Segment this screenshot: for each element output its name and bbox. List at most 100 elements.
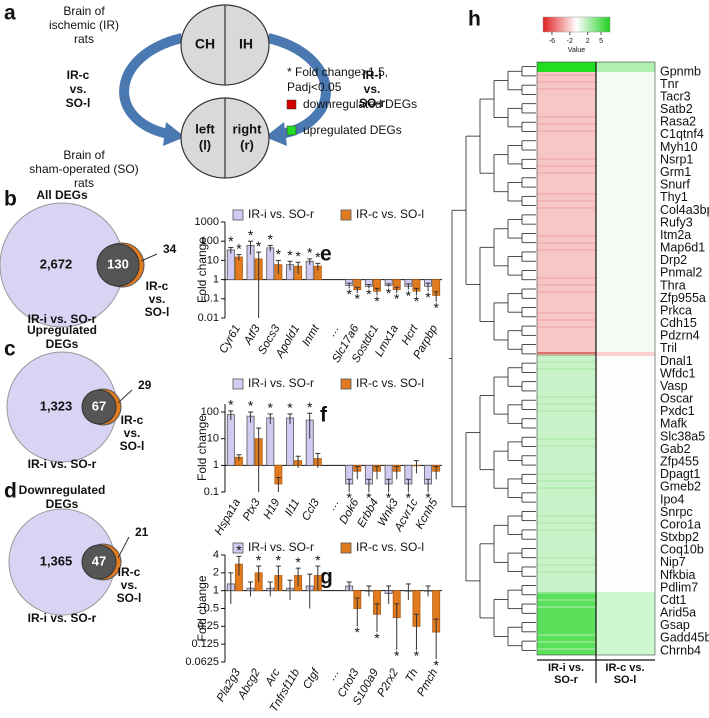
panel-letter: c xyxy=(4,338,16,361)
legend-swatch xyxy=(340,542,352,554)
comparison-label: SO-r xyxy=(359,96,385,110)
x-tick-label: Inmt xyxy=(300,322,322,348)
venn-count: 2,672 xyxy=(40,256,73,271)
heatmap-row xyxy=(537,606,596,608)
gene-label: Slc38a5 xyxy=(660,429,705,443)
heatmap-row xyxy=(537,473,596,475)
bar xyxy=(226,414,235,466)
gene-label: Pdzrn4 xyxy=(660,329,700,343)
heatmap-row xyxy=(537,410,596,412)
gene-label: Vasp xyxy=(660,379,688,393)
gene-label: Wfdc1 xyxy=(660,366,695,380)
legend-swatch xyxy=(340,378,352,390)
significance: * xyxy=(433,657,439,673)
x-tick-label: Il11 xyxy=(283,497,302,518)
brain-label: Brain of xyxy=(63,148,105,162)
x-tick-label: Pla2g3 xyxy=(215,666,244,704)
heatmap-row xyxy=(537,326,596,328)
significance: * xyxy=(315,249,321,265)
heatmap-row xyxy=(537,522,596,524)
gene-label: Pdlim7 xyxy=(660,580,698,594)
significance: * xyxy=(295,554,301,570)
legend-label: IR-i vs. SO-r xyxy=(248,540,314,554)
venn-label: SO-l xyxy=(117,591,142,605)
gene-label: Dnal1 xyxy=(660,354,693,368)
y-tick-label: 2 xyxy=(213,567,219,579)
gene-label: Tnr xyxy=(660,77,679,91)
colorbar xyxy=(542,16,611,33)
heatmap-row xyxy=(537,361,596,363)
y-tick-label: 0.5 xyxy=(204,602,219,614)
gene-label: Coq10b xyxy=(660,543,704,557)
y-tick-label: 1 xyxy=(213,459,219,471)
heatmap-cells xyxy=(596,72,655,352)
venn-count: 34 xyxy=(163,242,177,256)
venn-label: IR-i vs. SO-r xyxy=(28,312,97,326)
heatmap-row xyxy=(537,123,596,125)
gene-label: Map6d1 xyxy=(660,241,705,255)
gene-label: Arid5a xyxy=(660,606,696,620)
heatmap-row xyxy=(537,130,596,132)
x-tick-label: P2rx2 xyxy=(375,666,401,699)
heatmap-row xyxy=(537,592,596,594)
y-tick-label: 0.25 xyxy=(198,620,219,632)
heatmap-row xyxy=(537,200,596,202)
x-tick-label: Cyr61 xyxy=(217,323,243,356)
gene-label: Myh10 xyxy=(660,140,698,154)
legend-text: downregulated DEGs xyxy=(303,97,417,111)
y-tick-label: 100 xyxy=(201,406,219,418)
significance: * xyxy=(355,291,361,307)
significance: * xyxy=(406,490,412,506)
heatmap-row xyxy=(537,634,596,636)
gene-label: Satb2 xyxy=(660,102,693,116)
heatmap-row xyxy=(537,74,596,76)
arrow xyxy=(119,33,184,139)
significance: * xyxy=(256,552,262,568)
heatmap-row xyxy=(537,396,596,398)
venn-label: IR-c xyxy=(146,279,169,293)
panel-letter: d xyxy=(4,480,17,503)
legend-label: IR-c vs. SO-l xyxy=(356,207,424,221)
x-tick-label: … xyxy=(326,497,342,513)
panel-letter: g xyxy=(320,566,333,589)
heatmap-row xyxy=(537,487,596,489)
heatmap-row xyxy=(537,116,596,118)
hemisphere: CH xyxy=(195,36,215,52)
comparison-label: vs. xyxy=(364,82,381,96)
x-tick-label: Th xyxy=(404,667,421,685)
gene-label: Nfkbia xyxy=(660,568,695,582)
panel-letter: b xyxy=(4,188,17,211)
gene-label: C1qtnf4 xyxy=(660,127,704,141)
gene-label: Prkca xyxy=(660,303,692,317)
x-tick-label: Hspa1a xyxy=(213,497,243,537)
legend-swatch xyxy=(340,209,352,221)
heatmap-row xyxy=(537,368,596,370)
heatmap-row xyxy=(537,515,596,517)
x-tick-label: Pmch xyxy=(415,667,440,698)
heatmap-cells xyxy=(537,72,596,352)
venn-label: IR-i vs. SO-r xyxy=(28,611,97,625)
bar xyxy=(266,417,275,466)
heatmap-row xyxy=(537,165,596,167)
connector xyxy=(140,253,158,262)
y-tick-label: 1 xyxy=(213,585,219,597)
x-tick-label: Ctgf xyxy=(301,665,323,691)
significance: * xyxy=(248,227,254,243)
heatmap-row xyxy=(537,81,596,83)
gene-label: Nsrp1 xyxy=(660,152,693,166)
venn-label: vs. xyxy=(124,426,141,440)
legend-label: IR-i vs. SO-r xyxy=(248,376,314,390)
heatmap-cells xyxy=(596,356,655,592)
bar xyxy=(266,247,275,281)
gene-label: Zfp955a xyxy=(660,291,706,305)
colorbar-tick-label: 5 xyxy=(599,38,603,45)
significance: * xyxy=(346,286,352,302)
significance: * xyxy=(287,247,293,263)
gene-label: Col4a3bp xyxy=(660,203,709,217)
y-axis-label: Fold change xyxy=(195,415,209,481)
significance: * xyxy=(268,400,274,416)
significance: * xyxy=(355,624,361,640)
heatmap-row xyxy=(537,88,596,90)
colorbar-tick-label: 2 xyxy=(586,38,590,45)
